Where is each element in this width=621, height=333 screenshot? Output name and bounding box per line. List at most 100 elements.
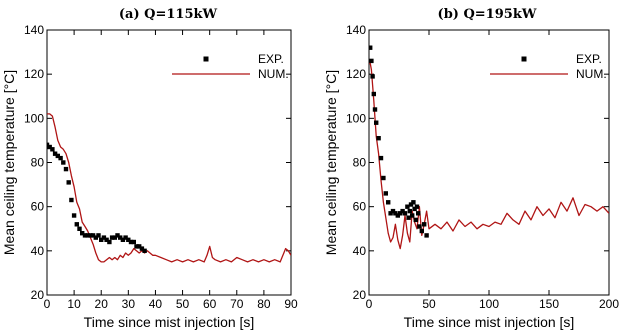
plot-area bbox=[369, 45, 609, 250]
data-point-exp bbox=[413, 217, 418, 223]
data-point-exp bbox=[61, 160, 66, 165]
y-axis-label: Mean ceiling temperature [°C] bbox=[1, 70, 17, 255]
y-tick-label: 80 bbox=[31, 156, 45, 170]
data-point-exp bbox=[66, 180, 71, 185]
data-point-exp bbox=[374, 120, 379, 125]
y-tick-label: 140 bbox=[346, 23, 366, 37]
y-tick-label: 120 bbox=[346, 67, 366, 81]
data-point-exp bbox=[47, 144, 52, 150]
data-point-exp bbox=[131, 239, 136, 245]
legend-marker-exp bbox=[521, 56, 527, 62]
data-point-exp bbox=[93, 235, 98, 240]
x-axis-label: Time since mist injection [s] bbox=[84, 314, 255, 330]
data-point-exp bbox=[137, 244, 142, 249]
data-point-exp bbox=[406, 215, 411, 220]
data-point-exp bbox=[115, 233, 120, 238]
x-tick-label: 50 bbox=[422, 297, 436, 311]
legend-marker-exp bbox=[203, 56, 209, 62]
data-point-exp bbox=[424, 233, 429, 238]
data-point-exp bbox=[134, 244, 139, 249]
data-point-exp bbox=[400, 208, 405, 214]
data-point-exp bbox=[407, 208, 412, 214]
data-point-exp bbox=[74, 222, 79, 227]
data-point-exp bbox=[419, 228, 424, 234]
y-axis-label: Mean ceiling temperature [°C] bbox=[323, 70, 339, 255]
legend-label-exp: EXP. bbox=[576, 52, 602, 66]
data-point-exp bbox=[112, 235, 117, 240]
data-point-exp bbox=[390, 208, 396, 214]
data-point-exp bbox=[123, 235, 128, 240]
y-tick-label: 40 bbox=[353, 244, 367, 258]
panel-title: (a) Q=115kW bbox=[119, 7, 218, 22]
data-point-exp bbox=[107, 239, 112, 245]
data-point-exp bbox=[383, 191, 388, 196]
legend: EXP.NUM. bbox=[490, 52, 607, 81]
data-point-exp bbox=[80, 231, 85, 236]
data-point-exp bbox=[408, 202, 414, 207]
y-tick-label: 100 bbox=[24, 111, 44, 125]
data-point-exp bbox=[88, 233, 93, 238]
legend-label-num: NUM. bbox=[258, 67, 289, 81]
data-point-exp bbox=[99, 237, 104, 242]
x-tick-label: 60 bbox=[203, 297, 217, 311]
data-point-exp bbox=[142, 248, 147, 253]
data-point-exp bbox=[372, 107, 378, 112]
data-point-exp bbox=[118, 235, 123, 240]
data-point-exp bbox=[63, 166, 69, 172]
y-tick-label: 60 bbox=[31, 200, 45, 214]
data-point-exp bbox=[381, 175, 386, 181]
series-line-num bbox=[47, 113, 291, 263]
y-tick-label: 80 bbox=[353, 156, 367, 170]
plot-frame bbox=[368, 29, 610, 296]
data-point-exp bbox=[376, 136, 381, 141]
x-tick-label: 70 bbox=[230, 297, 244, 311]
plot-area bbox=[47, 113, 291, 263]
data-point-exp bbox=[402, 211, 408, 216]
data-point-exp bbox=[96, 233, 101, 238]
data-point-exp bbox=[104, 237, 109, 242]
data-point-exp bbox=[82, 233, 88, 238]
data-point-exp bbox=[109, 235, 115, 240]
data-point-exp bbox=[85, 233, 90, 238]
data-point-exp bbox=[71, 213, 77, 218]
x-axis-label: Time since mist injection [s] bbox=[404, 314, 575, 330]
x-tick-label: 30 bbox=[122, 297, 136, 311]
x-tick-label: 10 bbox=[67, 297, 81, 311]
data-point-exp bbox=[422, 222, 427, 227]
data-point-exp bbox=[395, 213, 400, 218]
legend: EXP.NUM. bbox=[172, 52, 289, 81]
data-point-exp bbox=[69, 197, 74, 203]
x-tick-label: 200 bbox=[599, 297, 619, 311]
panel-title: (b) Q=195kW bbox=[438, 7, 537, 22]
data-point-exp bbox=[388, 211, 393, 216]
y-tick-label: 100 bbox=[346, 111, 366, 125]
x-tick-label: 40 bbox=[149, 297, 163, 311]
x-tick-label: 100 bbox=[479, 297, 499, 311]
legend-label-exp: EXP. bbox=[258, 52, 284, 66]
x-tick-label: 0 bbox=[44, 297, 51, 311]
y-tick-label: 60 bbox=[353, 200, 367, 214]
data-point-exp bbox=[101, 235, 107, 240]
x-tick-label: 50 bbox=[176, 297, 190, 311]
data-point-exp bbox=[369, 58, 374, 64]
data-point-exp bbox=[410, 213, 415, 218]
panel-b: (b) Q=195kW 0 50 100 150 200 20 40 60 80 100 120 140… bbox=[323, 7, 619, 330]
data-point-exp bbox=[77, 226, 82, 231]
data-point-exp bbox=[371, 91, 376, 97]
data-point-exp bbox=[90, 233, 96, 238]
y-tick-label: 20 bbox=[353, 288, 367, 302]
x-tick-label: 0 bbox=[366, 297, 373, 311]
data-point-exp bbox=[139, 246, 145, 251]
y-tick-label: 40 bbox=[31, 244, 45, 258]
data-point-exp bbox=[126, 237, 131, 242]
plot-frame bbox=[46, 29, 292, 296]
data-point-exp bbox=[416, 211, 421, 216]
data-point-exp bbox=[411, 200, 416, 205]
y-tick-label: 120 bbox=[24, 67, 44, 81]
x-tick-label: 20 bbox=[95, 297, 109, 311]
data-point-exp bbox=[128, 239, 134, 245]
panel-a: (a) Q=115kW 0 10 20 30 40 50 60 70 80 90 20 40 60 80 10… bbox=[1, 7, 298, 330]
data-point-exp bbox=[405, 204, 410, 209]
x-tick-label: 150 bbox=[539, 297, 559, 311]
